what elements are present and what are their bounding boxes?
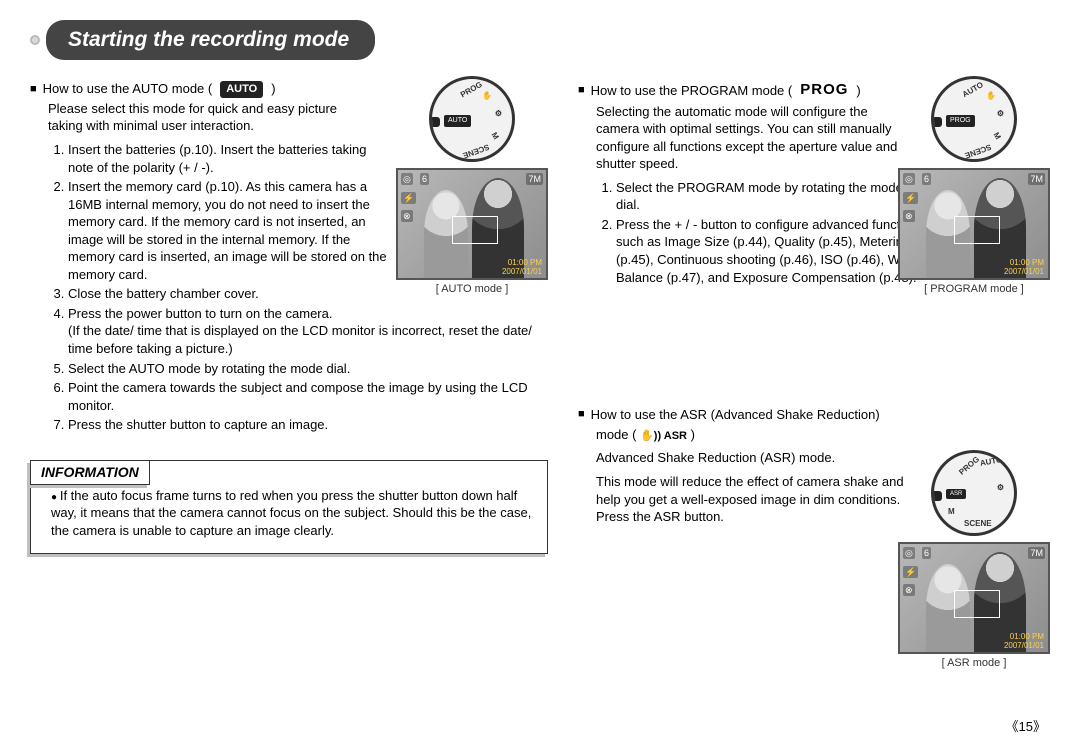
auto-heading-prefix: How to use the AUTO mode ( bbox=[43, 80, 213, 98]
asr-heading-line2: mode ( ✋)) ASR ) bbox=[596, 426, 1050, 444]
left-column: ■ How to use the AUTO mode ( AUTO ) Plea… bbox=[30, 80, 548, 554]
program-figure: PROG AUTO ✋ ⚙ M SCENE ◎ 6 7M ⚡ ⊗ 01:00 P… bbox=[894, 76, 1054, 297]
asr-body2: This mode will reduce the effect of came… bbox=[596, 473, 916, 526]
asr-heading-line1: How to use the ASR (Advanced Shake Reduc… bbox=[591, 406, 880, 424]
bullet-icon: ■ bbox=[578, 83, 585, 98]
lcd-preview: ◎ 6 7M ⚡ ⊗ 01:00 PM2007/01/01 bbox=[898, 542, 1050, 654]
auto-steps-list-cont: Close the battery chamber cover. Press t… bbox=[68, 285, 548, 433]
content-columns: ■ How to use the AUTO mode ( AUTO ) Plea… bbox=[30, 80, 1050, 554]
prog-mode-tag: PROG bbox=[798, 80, 850, 100]
prog-heading-prefix: How to use the PROGRAM mode ( bbox=[591, 82, 793, 100]
prog-heading-suffix: ) bbox=[856, 82, 860, 100]
lcd-preview: ◎ 6 7M ⚡ ⊗ 01:00 PM2007/01/01 bbox=[898, 168, 1050, 280]
title-dot-icon bbox=[30, 35, 40, 45]
auto-caption: [ AUTO mode ] bbox=[392, 282, 552, 297]
bullet-icon: ■ bbox=[578, 407, 585, 422]
asr-caption: [ ASR mode ] bbox=[894, 656, 1054, 671]
right-column: ■ How to use the PROGRAM mode ( PROG ) S… bbox=[578, 80, 1050, 554]
auto-intro: Please select this mode for quick and ea… bbox=[48, 100, 348, 135]
asr-figure: ASR PROG AUTO ⚙ M SCENE ◎ 6 7M ⚡ ⊗ 01:00… bbox=[894, 450, 1054, 671]
list-item: Select the AUTO mode by rotating the mod… bbox=[68, 360, 548, 378]
list-item: Press the power button to turn on the ca… bbox=[68, 305, 548, 358]
asr-section: ■ How to use the ASR (Advanced Shake Red… bbox=[578, 406, 1050, 526]
mode-dial-icon: ASR PROG AUTO ⚙ M SCENE bbox=[931, 450, 1017, 536]
page-title: Starting the recording mode bbox=[46, 20, 375, 60]
dial-selected: AUTO bbox=[444, 115, 471, 126]
asr-body1: Advanced Shake Reduction (ASR) mode. bbox=[596, 449, 916, 467]
auto-figure: AUTO PROG ✋ ⚙ M SCENE ◎ 6 7M ⚡ ⊗ 01:00 P… bbox=[392, 76, 552, 297]
title-bar: Starting the recording mode bbox=[30, 20, 1050, 60]
asr-mode-heading: ■ How to use the ASR (Advanced Shake Red… bbox=[578, 406, 1050, 424]
list-item: Press the + / - button to configure adva… bbox=[616, 216, 926, 286]
information-list: If the auto focus frame turns to red whe… bbox=[51, 487, 533, 540]
program-caption: [ PROGRAM mode ] bbox=[894, 282, 1054, 297]
mode-dial-icon: AUTO PROG ✋ ⚙ M SCENE bbox=[429, 76, 515, 162]
prog-intro: Selecting the automatic mode will config… bbox=[596, 103, 906, 173]
dial-selected: PROG bbox=[946, 115, 975, 126]
mode-dial-icon: PROG AUTO ✋ ⚙ M SCENE bbox=[931, 76, 1017, 162]
auto-steps-list: Insert the batteries (p.10). Insert the … bbox=[68, 141, 388, 283]
list-item: Select the PROGRAM mode by rotating the … bbox=[616, 179, 926, 214]
lcd-preview: ◎ 6 7M ⚡ ⊗ 01:00 PM2007/01/01 bbox=[396, 168, 548, 280]
auto-mode-tag: AUTO bbox=[220, 81, 263, 98]
dial-selected: ASR bbox=[946, 489, 966, 499]
list-item: Point the camera towards the subject and… bbox=[68, 379, 548, 414]
bullet-icon: ■ bbox=[30, 82, 37, 97]
list-item: If the auto focus frame turns to red whe… bbox=[51, 487, 533, 540]
page-number: 《15》 bbox=[1006, 718, 1046, 736]
list-item: Press the shutter button to capture an i… bbox=[68, 416, 548, 434]
information-title: INFORMATION bbox=[30, 460, 150, 485]
list-item: Insert the batteries (p.10). Insert the … bbox=[68, 141, 388, 176]
information-box: INFORMATION If the auto focus frame turn… bbox=[30, 460, 548, 555]
program-steps-list: Select the PROGRAM mode by rotating the … bbox=[616, 179, 926, 286]
asr-icon: ✋)) ASR bbox=[640, 429, 687, 444]
auto-heading-suffix: ) bbox=[271, 80, 275, 98]
list-item: Insert the memory card (p.10). As this c… bbox=[68, 178, 388, 283]
